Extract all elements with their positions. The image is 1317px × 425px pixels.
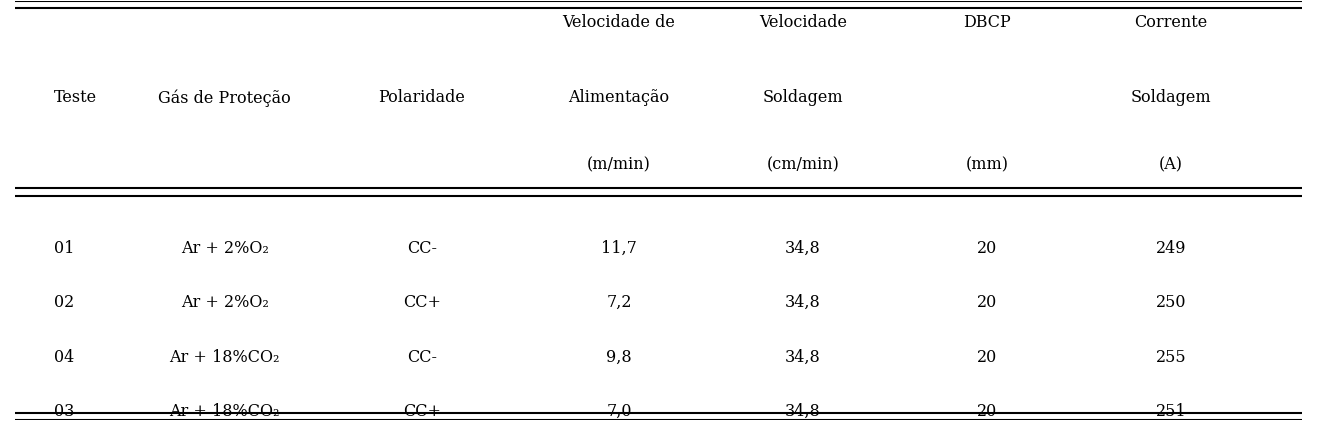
Text: 7,0: 7,0	[606, 403, 632, 420]
Text: Teste: Teste	[54, 89, 97, 106]
Text: 03: 03	[54, 403, 74, 420]
Text: Corrente: Corrente	[1134, 14, 1208, 31]
Text: CC+: CC+	[403, 294, 441, 311]
Text: (m/min): (m/min)	[587, 156, 651, 173]
Text: Ar + 18%CO₂: Ar + 18%CO₂	[170, 348, 281, 366]
Text: 02: 02	[54, 294, 74, 311]
Text: Ar + 2%O₂: Ar + 2%O₂	[180, 294, 269, 311]
Text: 255: 255	[1156, 348, 1187, 366]
Text: Ar + 2%O₂: Ar + 2%O₂	[180, 240, 269, 257]
Text: Gás de Proteção: Gás de Proteção	[158, 89, 291, 107]
Text: 34,8: 34,8	[785, 403, 820, 420]
Text: CC-: CC-	[407, 348, 437, 366]
Text: Velocidade de: Velocidade de	[562, 14, 676, 31]
Text: Polaridade: Polaridade	[378, 89, 465, 106]
Text: 34,8: 34,8	[785, 294, 820, 311]
Text: 9,8: 9,8	[606, 348, 632, 366]
Text: Ar + 18%CO₂: Ar + 18%CO₂	[170, 403, 281, 420]
Text: Alimentação: Alimentação	[569, 89, 669, 106]
Text: 251: 251	[1156, 403, 1187, 420]
Text: (cm/min): (cm/min)	[766, 156, 839, 173]
Text: 20: 20	[977, 294, 997, 311]
Text: 11,7: 11,7	[601, 240, 637, 257]
Text: 249: 249	[1156, 240, 1187, 257]
Text: 250: 250	[1156, 294, 1187, 311]
Text: 34,8: 34,8	[785, 240, 820, 257]
Text: DBCP: DBCP	[963, 14, 1011, 31]
Text: 20: 20	[977, 240, 997, 257]
Text: Soldagem: Soldagem	[763, 89, 843, 106]
Text: 20: 20	[977, 403, 997, 420]
Text: 01: 01	[54, 240, 74, 257]
Text: 34,8: 34,8	[785, 348, 820, 366]
Text: (mm): (mm)	[965, 156, 1009, 173]
Text: 7,2: 7,2	[606, 294, 632, 311]
Text: (A): (A)	[1159, 156, 1183, 173]
Text: CC+: CC+	[403, 403, 441, 420]
Text: Velocidade: Velocidade	[759, 14, 847, 31]
Text: 20: 20	[977, 348, 997, 366]
Text: CC-: CC-	[407, 240, 437, 257]
Text: 04: 04	[54, 348, 74, 366]
Text: Soldagem: Soldagem	[1131, 89, 1212, 106]
